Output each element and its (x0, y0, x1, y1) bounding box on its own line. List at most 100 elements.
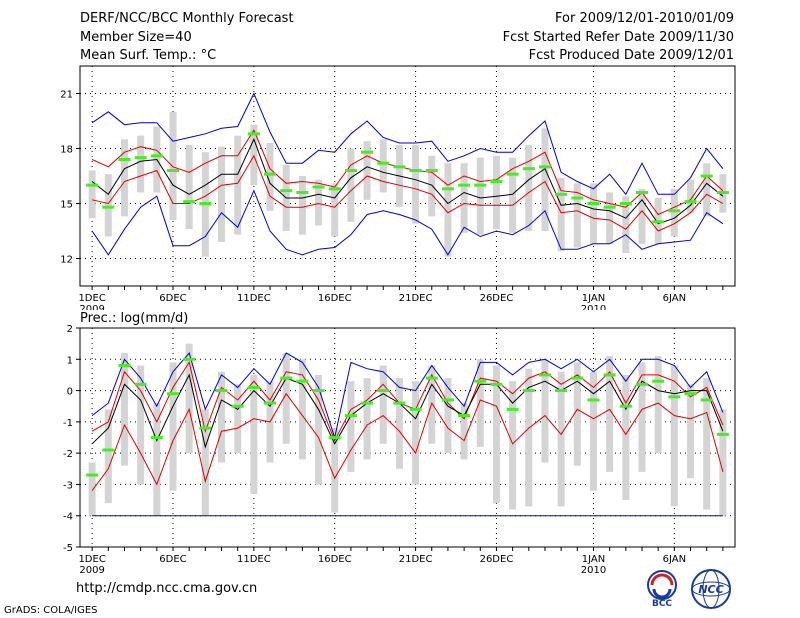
ensemble-bar (476, 157, 484, 235)
y-tick-label: -3 (63, 480, 73, 491)
x-year-label: 2010 (581, 304, 606, 310)
ensemble-bar (315, 374, 323, 485)
obs-marker (458, 414, 471, 418)
period-label: For 2009/12/01-2010/01/09 (555, 11, 734, 26)
ensemble-bar (88, 170, 96, 219)
obs-marker (361, 401, 374, 405)
bcc-logo: BCC (647, 570, 677, 608)
ensemble-bar (525, 144, 533, 231)
obs-marker (587, 202, 600, 205)
plot-frame (79, 327, 736, 548)
obs-marker (393, 401, 406, 405)
ensemble-bar (525, 368, 533, 507)
ensemble-bar (169, 111, 177, 220)
y-tick-label: 15 (60, 200, 73, 211)
obs-marker (603, 205, 616, 209)
ensemble-bar (606, 356, 614, 472)
obs-marker (280, 189, 293, 193)
obs-marker (118, 158, 131, 161)
ensemble-bar (412, 144, 420, 224)
obs-marker (603, 373, 616, 377)
ensemble-bar (266, 143, 274, 211)
ensemble-bar (557, 371, 565, 507)
obs-marker (328, 187, 341, 191)
obs-marker (555, 389, 568, 393)
obs-marker (118, 364, 131, 368)
obs-marker (247, 385, 260, 389)
obs-marker (102, 205, 115, 209)
ensemble-bar (638, 188, 646, 244)
x-tick-label: 1DEC (78, 293, 105, 304)
ncc-logo-text: NCC (698, 583, 723, 596)
x-year-label: 2009 (79, 304, 104, 310)
ensemble-bar (573, 183, 581, 248)
series-line-mean (91, 137, 724, 225)
y-tick-label: -2 (63, 449, 73, 460)
ensemble-bar (347, 381, 355, 472)
ensemble-bar (606, 192, 614, 244)
x-tick-label: 6DEC (159, 293, 186, 304)
ensemble-bar (363, 378, 371, 460)
member-size-label: Member Size=40 (80, 30, 192, 45)
ensemble-bar (379, 139, 387, 193)
obs-marker (150, 436, 163, 439)
ensemble-bar (492, 365, 500, 504)
ensemble-bar (492, 155, 500, 230)
series-line-p10 (91, 154, 724, 232)
y-tick-label: 2 (67, 324, 73, 335)
obs-marker (264, 401, 277, 405)
obs-marker (231, 404, 244, 408)
series-line-upper (91, 351, 724, 440)
y-tick-label: -5 (63, 543, 73, 554)
x-tick-label: 11DEC (237, 554, 271, 565)
series-line-lower (91, 189, 724, 256)
obs-marker (199, 202, 212, 205)
ensemble-bar (670, 365, 678, 507)
ensemble-bar (573, 362, 581, 466)
ensemble-bar (234, 384, 242, 454)
obs-marker (86, 473, 99, 477)
x-tick-label: 26DEC (480, 293, 514, 304)
obs-marker (312, 185, 325, 189)
obs-marker (538, 165, 551, 169)
obs-marker (425, 169, 438, 172)
ensemble-bar (476, 359, 484, 447)
obs-marker (668, 395, 681, 399)
ensemble-bar (622, 374, 630, 501)
obs-marker (668, 209, 681, 213)
obs-marker (555, 192, 568, 196)
obs-marker (264, 172, 277, 176)
obs-marker (166, 392, 179, 396)
x-tick-label: 6DEC (159, 554, 186, 565)
ensemble-bar (395, 378, 403, 469)
obs-marker (700, 398, 713, 402)
ensemble-bar (654, 356, 662, 454)
obs-marker (684, 392, 697, 396)
obs-marker (684, 200, 697, 204)
obs-marker (280, 376, 293, 380)
ensemble-bar (104, 409, 112, 504)
ensemble-bar (589, 183, 597, 244)
y-tick-label: -1 (63, 418, 73, 429)
x-tick-label: 21DEC (399, 554, 433, 565)
obs-marker (571, 196, 584, 200)
obs-marker (199, 426, 212, 430)
obs-marker (619, 404, 632, 408)
obs-marker (344, 414, 357, 418)
ensemble-bar (638, 362, 646, 472)
x-tick-label: 6JAN (663, 554, 686, 565)
source-url[interactable]: http://cmdp.ncc.cma.gov.cn (76, 581, 258, 596)
ensemble-bar (298, 359, 306, 460)
y-tick-label: 12 (60, 255, 73, 266)
obs-marker (652, 379, 665, 383)
x-tick-label: 6JAN (663, 293, 686, 304)
y-tick-label: -4 (63, 512, 73, 523)
obs-marker (296, 379, 309, 383)
refer-date-label: Fcst Started Refer Date 2009/11/30 (502, 30, 734, 45)
ensemble-bar (460, 163, 468, 233)
ensemble-bar (719, 409, 727, 516)
obs-marker (522, 167, 535, 171)
ensemble-bar (444, 378, 452, 454)
obs-marker (377, 161, 390, 165)
bcc-logo-text: BCC (652, 599, 672, 608)
